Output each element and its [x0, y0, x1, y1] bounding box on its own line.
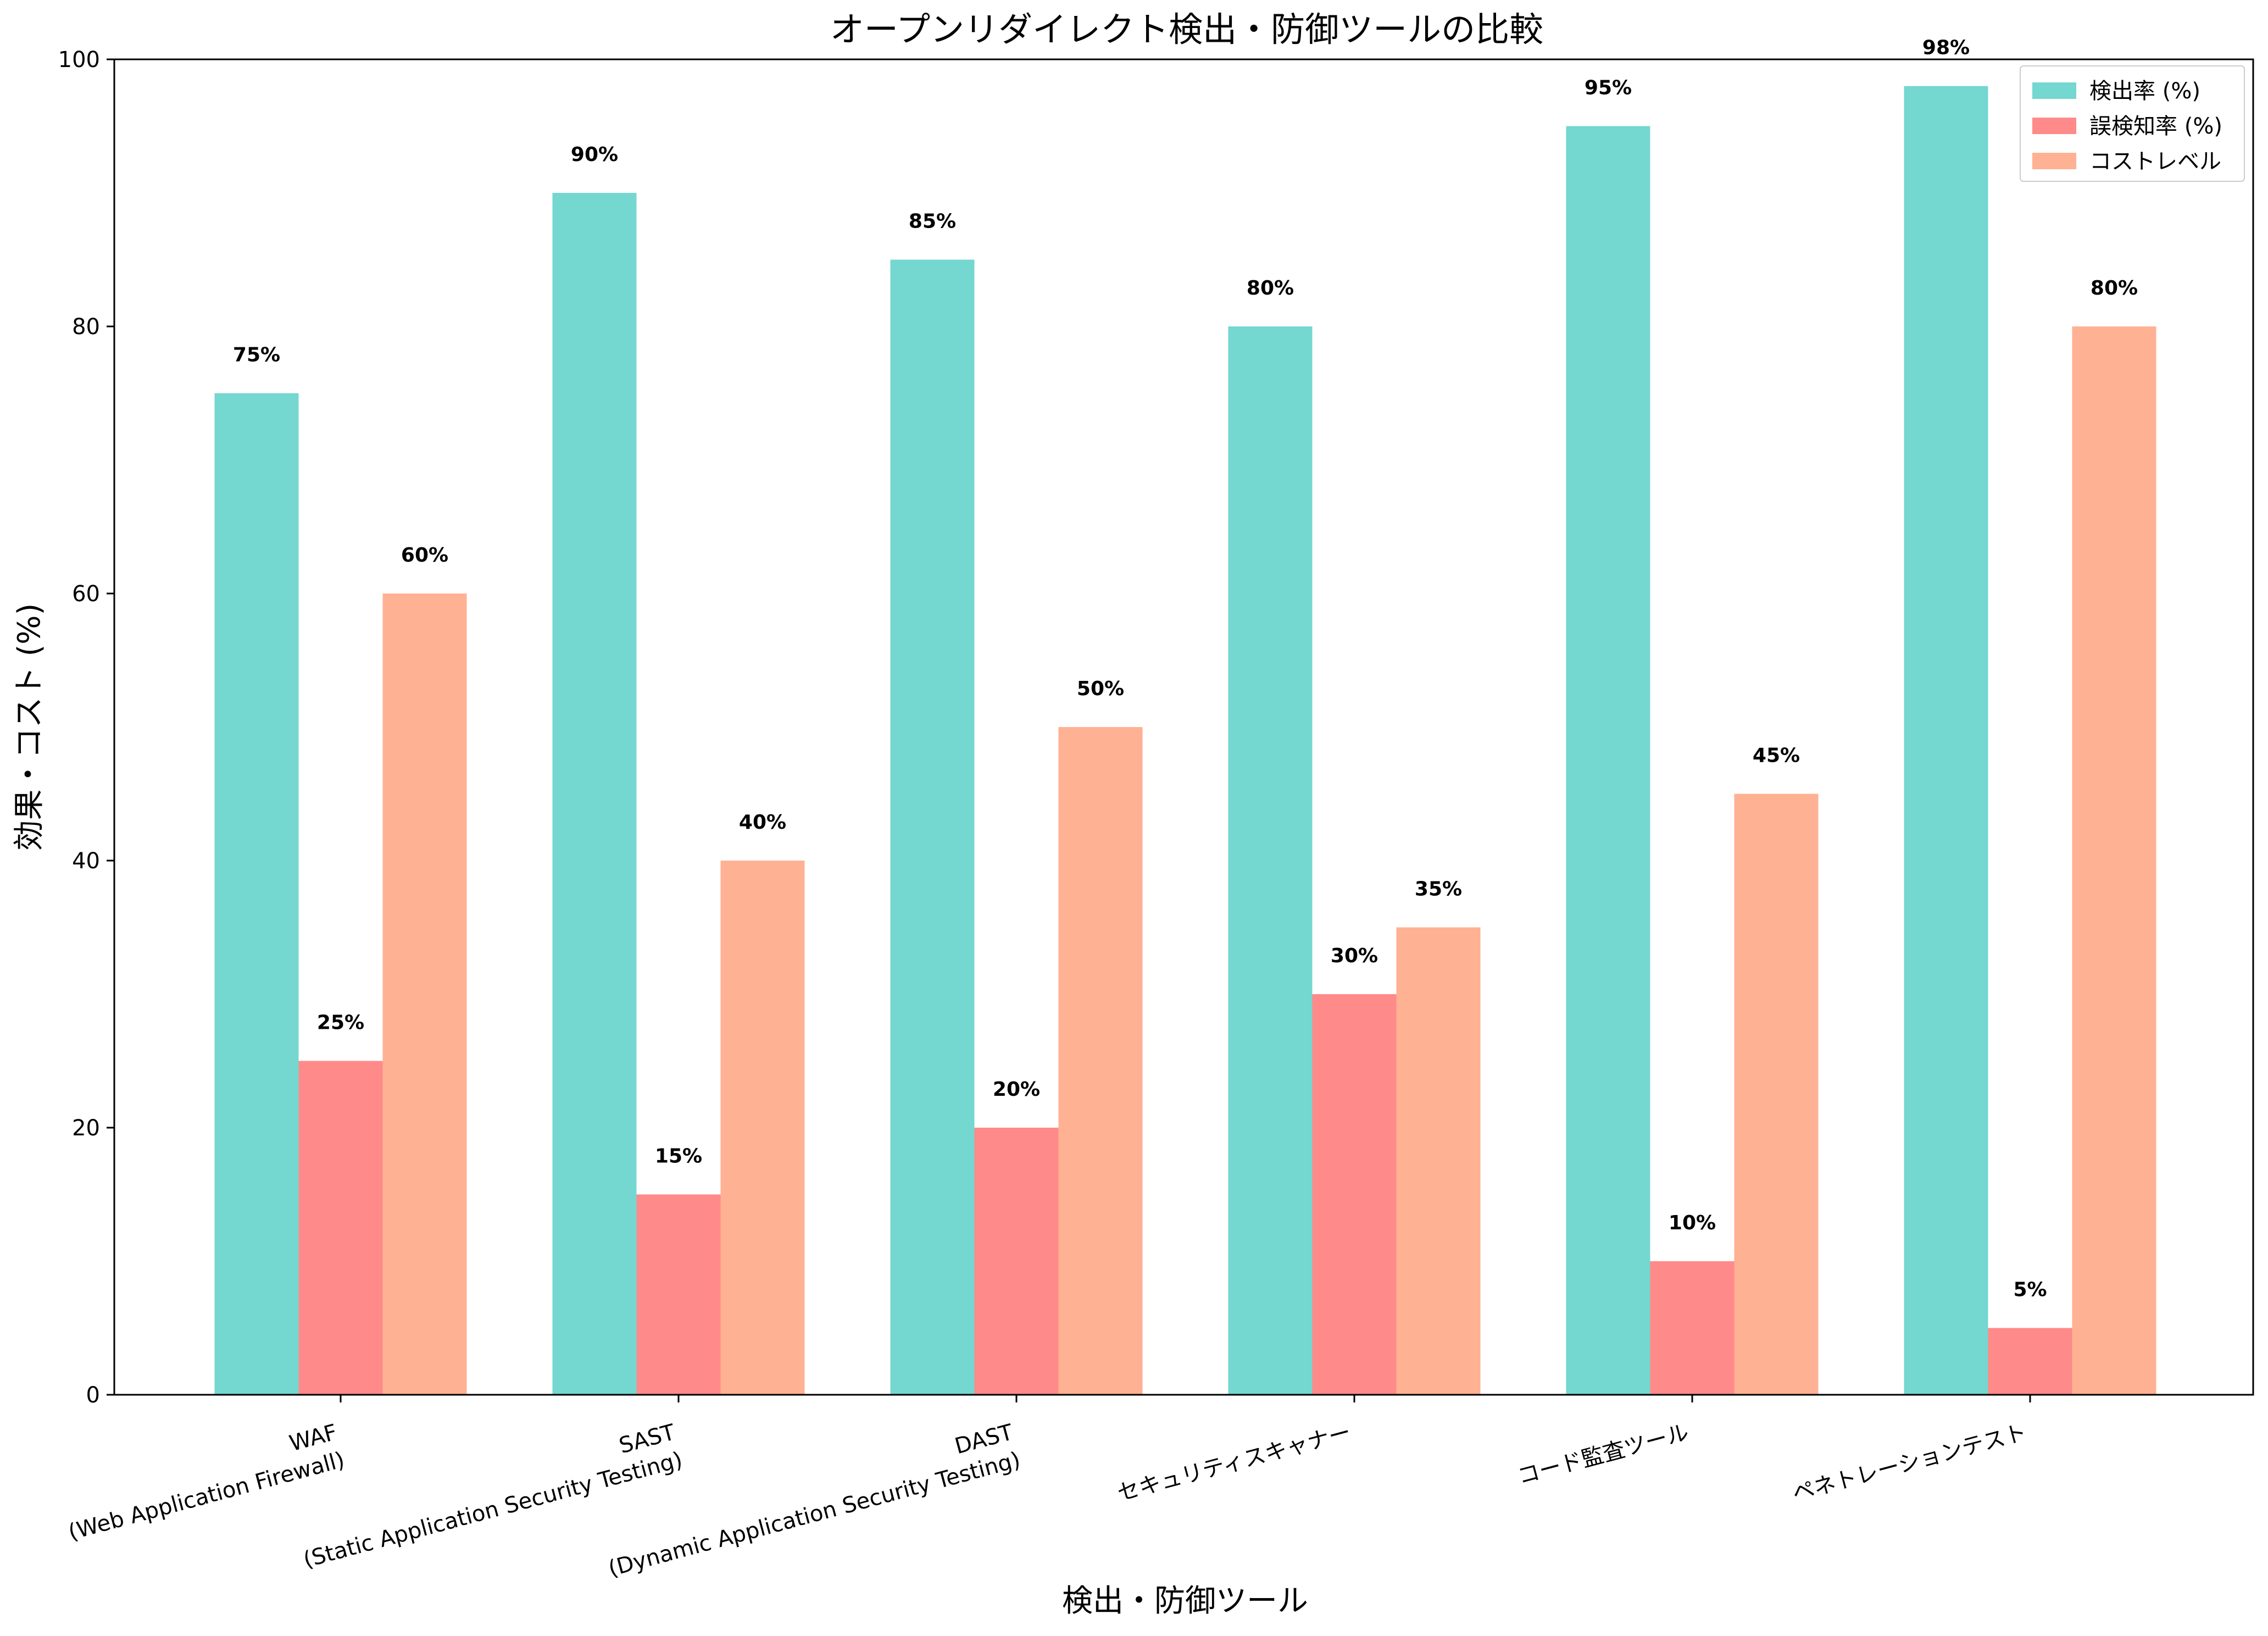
bar-3-2 [720, 861, 805, 1395]
y-tick-label-0: 0 [86, 1383, 100, 1408]
value-label-1-6: 98% [1922, 37, 1970, 59]
x-tick-label-5: ペネトレーションテスト [1789, 1419, 2029, 1506]
bar-2-3 [974, 1128, 1059, 1395]
x-tick-label-1: SAST(Static Application Security Testing… [293, 1419, 686, 1573]
value-label-2-1: 25% [317, 1012, 364, 1034]
value-label-3-3: 50% [1077, 678, 1124, 700]
value-label-1-1: 75% [233, 344, 280, 367]
bar-1-3 [890, 259, 975, 1395]
bar-2-1 [298, 1061, 383, 1395]
value-label-2-5: 10% [1669, 1212, 1716, 1234]
y-tick-label-3: 60 [72, 581, 100, 607]
value-label-1-2: 90% [571, 143, 618, 166]
value-label-3-2: 40% [739, 811, 786, 834]
bar-3-1 [382, 594, 467, 1395]
x-axis-label: 検出・防御ツール [1062, 1583, 1308, 1619]
value-labels-group: 75% 25% 60% 90% 15% 40% 85% 20% 50% 80% 30% 35% 95% 1… [233, 37, 2138, 1301]
bar-3-5 [1734, 794, 1819, 1395]
value-label-1-5: 95% [1585, 77, 1632, 99]
plot-area-frame [113, 58, 2254, 1396]
x-axis: WAF(Web Application Firewall)SAST(Static… [58, 1395, 2031, 1582]
value-label-1-4: 80% [1247, 277, 1294, 300]
legend-label-2: 誤検知率 (%) [2089, 114, 2222, 139]
y-axis: 0 20 40 60 80 100 [58, 47, 114, 1408]
value-label-2-3: 20% [993, 1078, 1040, 1101]
bar-1-2 [552, 193, 637, 1395]
legend: 検出率 (%) 誤検知率 (%) コストレベル [2020, 65, 2245, 182]
bar-1-5 [1566, 126, 1650, 1395]
y-tick-label-1: 20 [72, 1116, 100, 1141]
legend-swatch-2 [2032, 118, 2076, 134]
bar-1-1 [214, 393, 299, 1395]
bar-3-6 [2072, 326, 2156, 1395]
bar-2-6 [1988, 1328, 2072, 1395]
bar-2-5 [1650, 1261, 1735, 1395]
legend-swatch-1 [2032, 82, 2076, 99]
x-tick-label-3: セキュリティスキャナー [1115, 1419, 1354, 1506]
value-label-2-4: 30% [1331, 945, 1378, 967]
y-tick-label-2: 40 [72, 848, 100, 874]
bars-group [214, 86, 2156, 1395]
value-label-2-6: 5% [2013, 1279, 2047, 1301]
bar-3-4 [1396, 927, 1481, 1395]
value-label-1-3: 85% [909, 210, 956, 233]
bar-2-4 [1312, 994, 1397, 1395]
value-label-3-1: 60% [401, 544, 448, 567]
legend-swatch-3 [2032, 153, 2076, 169]
value-label-3-4: 35% [1415, 878, 1462, 901]
legend-label-3: コストレベル [2089, 149, 2221, 174]
value-label-3-5: 45% [1753, 745, 1800, 767]
y-tick-label-5: 100 [58, 47, 100, 73]
legend-label-1: 検出率 (%) [2089, 79, 2200, 104]
y-axis-label: 効果・コスト (%) [12, 603, 47, 851]
bar-2-2 [636, 1194, 721, 1395]
bar-1-6 [1904, 86, 1988, 1395]
x-tick-label-4: コード監査ツール [1515, 1419, 1692, 1489]
bar-1-4 [1228, 326, 1313, 1395]
bar-3-3 [1058, 727, 1143, 1395]
x-tick-label-0: WAF(Web Application Firewall) [58, 1419, 347, 1545]
value-label-3-6: 80% [2091, 277, 2138, 300]
value-label-2-2: 15% [655, 1145, 702, 1168]
chart-title: オープンリダイレクト検出・防御ツールの比較 [830, 9, 1543, 49]
y-tick-label-4: 80 [72, 314, 100, 340]
